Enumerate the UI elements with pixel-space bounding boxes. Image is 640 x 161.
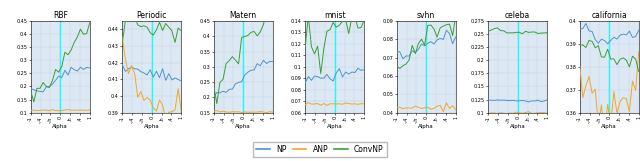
Legend: NP, ANP, ConvNP: NP, ANP, ConvNP xyxy=(253,142,387,157)
Title: mnist: mnist xyxy=(324,11,346,20)
Title: celeba: celeba xyxy=(505,11,531,20)
Title: RBF: RBF xyxy=(52,11,68,20)
X-axis label: Alpha: Alpha xyxy=(236,124,251,129)
Title: california: california xyxy=(591,11,627,20)
X-axis label: Alpha: Alpha xyxy=(52,124,68,129)
X-axis label: Alpha: Alpha xyxy=(602,124,617,129)
X-axis label: Alpha: Alpha xyxy=(144,124,159,129)
Title: Matern: Matern xyxy=(230,11,257,20)
X-axis label: Alpha: Alpha xyxy=(510,124,525,129)
Title: svhn: svhn xyxy=(417,11,435,20)
X-axis label: Alpha: Alpha xyxy=(419,124,434,129)
X-axis label: Alpha: Alpha xyxy=(327,124,342,129)
Title: Periodic: Periodic xyxy=(136,11,167,20)
